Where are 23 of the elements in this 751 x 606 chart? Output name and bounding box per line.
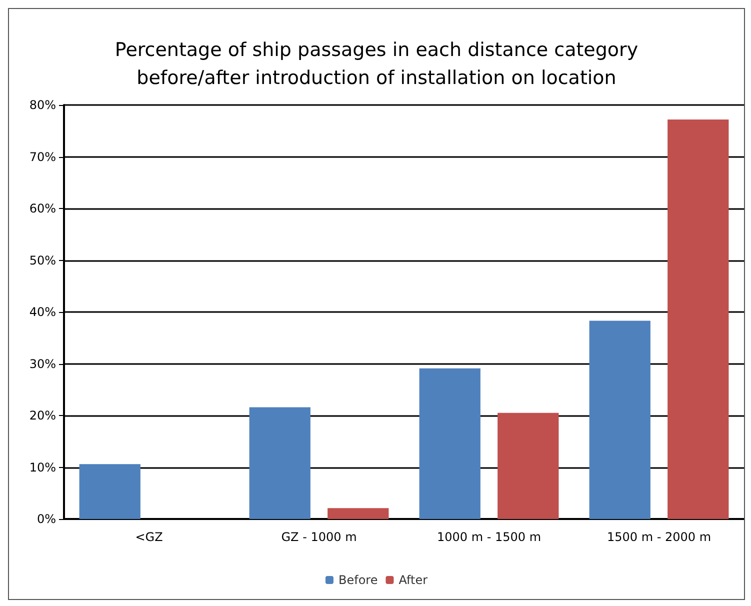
- x-tick-label: 1000 m - 1500 m: [436, 530, 542, 544]
- y-tick-label: 20%: [29, 408, 56, 422]
- y-tick-label: 0%: [36, 512, 56, 526]
- y-tick-label: 60%: [29, 202, 56, 216]
- bar: [79, 464, 140, 519]
- y-tick-label: 70%: [29, 150, 56, 164]
- y-tick-label: 80%: [29, 98, 56, 112]
- y-tick-label: 40%: [29, 305, 56, 319]
- y-tick-label: 50%: [29, 253, 56, 268]
- bar: [668, 119, 729, 519]
- bar: [589, 320, 650, 519]
- y-tick-label: 30%: [29, 356, 56, 371]
- bar: [328, 508, 389, 519]
- x-tick-label: 1500 m - 2000 m: [606, 530, 712, 544]
- x-tick-label: <GZ: [135, 530, 163, 544]
- y-tick-label: 10%: [29, 460, 56, 474]
- bar: [419, 368, 480, 519]
- legend-label: Before: [338, 573, 378, 587]
- legend-label: After: [398, 573, 428, 587]
- bar: [498, 412, 559, 519]
- x-tick-label: GZ - 1000 m: [281, 530, 357, 544]
- bar: [249, 407, 310, 519]
- chart-title: Percentage of ship passages in each distance category before/after introduction of installation on location: [114, 39, 638, 89]
